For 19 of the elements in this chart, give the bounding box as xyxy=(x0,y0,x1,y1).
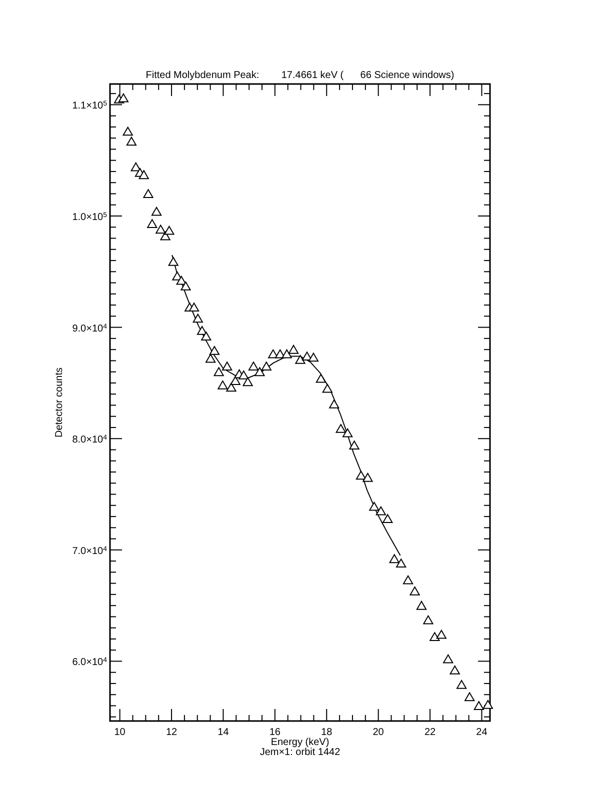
text: Jem×1: orbit 1442 xyxy=(260,747,341,758)
y-tick-label: 1.1×10$^{5}$ xyxy=(72,100,108,112)
chart-title: Fitted Molybdenum Peak: 17.4661 keV ( 66 Science windows) xyxy=(146,70,454,81)
y-tick-label: 8.0×10$^{4}$ xyxy=(72,434,108,446)
x-tick-label: 16 xyxy=(269,727,281,738)
y-axis-title: Detector counts xyxy=(54,367,65,438)
x-tick-label: 20 xyxy=(372,727,384,738)
x-tick-label: 24 xyxy=(476,727,488,738)
y-tick-label: 6.0×10$^{4}$ xyxy=(72,656,108,668)
line-series xyxy=(172,254,401,556)
y-tick-label: 9.0×10$^{4}$ xyxy=(72,322,108,334)
y-tick-label: 7.0×10$^{4}$ xyxy=(72,545,108,557)
x-tick-label: 22 xyxy=(424,727,436,738)
x-tick-label: 12 xyxy=(166,727,178,738)
x-axis-title: Energy (keV) xyxy=(270,737,330,748)
x-tick-label: 10 xyxy=(114,727,126,738)
x-tick-label: 14 xyxy=(218,727,230,738)
y-tick-label: 1.0×10$^{5}$ xyxy=(72,212,108,224)
x-tick-label: 18 xyxy=(321,727,333,738)
